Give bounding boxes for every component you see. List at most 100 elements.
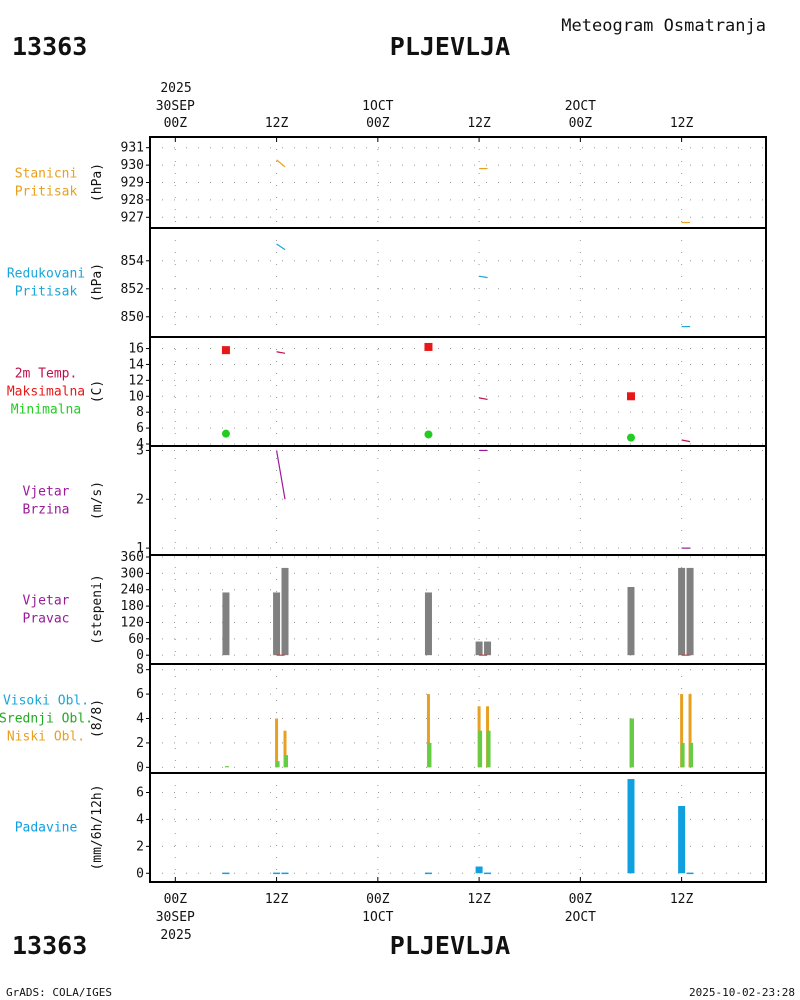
y-tick-label: 8 (136, 405, 144, 420)
panel-label: Pravac (23, 612, 70, 627)
bottom-hour-label: 12Z (265, 892, 289, 907)
middle-cloud-bar (680, 742, 685, 768)
panel-label: Minimalna (11, 403, 81, 418)
product-title: Meteogram Osmatranja (561, 16, 766, 36)
y-tick-label: 854 (121, 254, 145, 269)
y-tick-label: 300 (121, 566, 144, 581)
y-tick-label: 2 (136, 839, 144, 854)
low-cloud-bar (680, 694, 684, 768)
y-tick-label: 0 (136, 866, 144, 881)
y-tick-label: 240 (121, 583, 144, 598)
series-segment (478, 397, 488, 401)
y-axis-label: (stepeni) (90, 574, 105, 644)
station-id-top: 13363 (12, 32, 87, 61)
top-date-label: 30SEP (156, 99, 195, 114)
wind-direction-bar (424, 592, 432, 656)
precip-bar (273, 872, 281, 875)
top-date-label: 2OCT (565, 99, 596, 114)
y-tick-label: 4 (136, 712, 144, 727)
y-tick-label: 10 (128, 389, 144, 404)
precip-bar (222, 872, 230, 875)
series-segment (681, 439, 691, 443)
panel-label: Visoki Obl. (3, 694, 89, 709)
y-tick-label: 16 (128, 342, 144, 357)
y-tick-label: 6 (136, 786, 144, 801)
series-segment (276, 351, 286, 354)
y-tick-label: 928 (121, 193, 144, 208)
middle-cloud-bar (284, 755, 289, 768)
panel-frame (149, 663, 767, 774)
panel-label: Vjetar (23, 594, 70, 609)
middle-cloud-bar (689, 742, 694, 768)
y-tick-label: 931 (121, 141, 144, 156)
middle-cloud-bar (427, 742, 432, 768)
min-temp-marker (626, 433, 635, 442)
bottom-hour-label: 00Z (164, 892, 188, 907)
top-hour-label: 00Z (366, 116, 390, 131)
y-axis-label: (hPa) (90, 163, 105, 202)
station-name-bottom: PLJEVLJA (390, 931, 510, 960)
wind-direction-bar (222, 592, 230, 656)
y-tick-label: 852 (121, 282, 144, 297)
y-tick-label: 120 (121, 615, 144, 630)
y-tick-label: 850 (121, 310, 144, 325)
y-tick-label: 930 (121, 158, 144, 173)
y-tick-label: 6 (136, 421, 144, 436)
credit-label: GrADS: COLA/IGES (6, 986, 112, 999)
y-tick-label: 6 (136, 687, 144, 702)
middle-cloud-bar (224, 766, 229, 768)
panel-frame (149, 772, 767, 883)
min-temp-marker (424, 430, 433, 439)
station-id-bottom: 13363 (12, 931, 87, 960)
wind-direction-bar (484, 641, 492, 656)
precip-bar (627, 779, 635, 874)
panel-frame (149, 445, 767, 556)
panel-precipitation: 0 2 4 6 (mm/6h/12h) Padavine (15, 772, 767, 883)
top-date-label: 1OCT (362, 99, 393, 114)
y-tick-label: 0 (136, 648, 144, 663)
precip-bar (678, 805, 686, 874)
bottom-hour-label: 00Z (569, 892, 593, 907)
wind-direction-bar (475, 641, 483, 656)
bottom-hour-label: 12Z (670, 892, 694, 907)
timestamp-label: 2025-10-02-23:28 (689, 986, 795, 999)
station-name-top: PLJEVLJA (390, 32, 510, 61)
bottom-date-label: 30SEP (156, 910, 195, 925)
precip-bar (475, 866, 483, 874)
panel-label: Brzina (23, 503, 70, 518)
series-segment (478, 275, 488, 279)
low-cloud-bar (275, 718, 279, 768)
bottom-date-label: 2OCT (565, 910, 596, 925)
y-tick-label: 4 (136, 437, 144, 452)
panel-pressure-station: 927 928 929 930 931 (hPa) Stanicni Pritisak (15, 136, 767, 229)
panel-clouds: 0 2 4 6 8 (8/8)Visoki Obl. Srednji Obl. Niski O… (0, 663, 767, 775)
top-hour-label: 12Z (670, 116, 694, 131)
y-axis-label: (hPa) (90, 263, 105, 302)
y-tick-label: 927 (121, 210, 144, 225)
top-hour-label: 12Z (265, 116, 289, 131)
low-cloud-bar (426, 694, 430, 768)
y-axis-label: (mm/6h/12h) (90, 784, 105, 870)
low-cloud-bar (688, 694, 692, 768)
middle-cloud-bar (486, 730, 491, 768)
max-temp-marker (626, 392, 635, 401)
y-tick-label: 180 (121, 599, 144, 614)
panel-label: Pritisak (15, 185, 78, 200)
precip-bar (424, 872, 432, 875)
panels-group: 927928929930931(hPa)StanicniPritisak8508… (0, 136, 767, 883)
low-cloud-bar (283, 730, 287, 768)
y-axis-label: (8/8) (90, 699, 105, 738)
panel-label: 2m Temp. (15, 367, 78, 382)
panel-label: Pritisak (15, 285, 78, 300)
max-temp-marker (221, 346, 230, 355)
series-segment (276, 159, 286, 168)
panel-frame (149, 336, 767, 447)
y-axis-label: (C) (90, 380, 105, 403)
y-tick-label: 360 (121, 550, 144, 565)
wind-direction-bar (273, 592, 281, 656)
panel-pressure-reduced: 850 852 854 (hPa) Redukovani Pritisak (7, 227, 767, 338)
panel-frame (149, 227, 767, 338)
wind-direction-bar (627, 587, 635, 656)
